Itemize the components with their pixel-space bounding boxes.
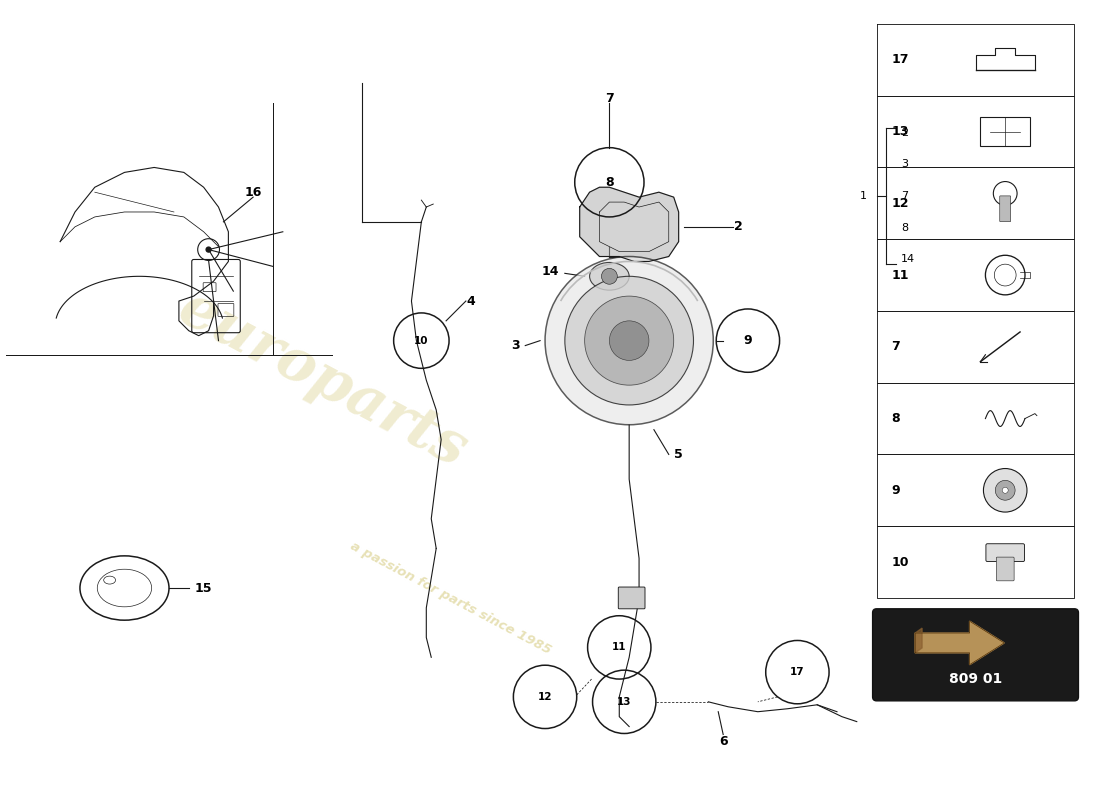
- Text: 6: 6: [719, 735, 727, 748]
- Text: 17: 17: [790, 667, 805, 677]
- Text: 8: 8: [891, 412, 900, 425]
- Text: a passion for parts since 1985: a passion for parts since 1985: [349, 539, 553, 657]
- Text: 11: 11: [612, 642, 627, 652]
- Text: 3: 3: [512, 339, 519, 352]
- Circle shape: [996, 481, 1015, 500]
- Circle shape: [602, 268, 617, 284]
- Text: 10: 10: [414, 336, 429, 346]
- FancyBboxPatch shape: [618, 587, 645, 609]
- Ellipse shape: [590, 262, 629, 290]
- Text: 4: 4: [466, 294, 475, 307]
- FancyBboxPatch shape: [986, 544, 1024, 562]
- Text: 9: 9: [744, 334, 752, 347]
- Text: 3: 3: [901, 159, 909, 170]
- Text: 5: 5: [674, 448, 683, 461]
- Text: 12: 12: [891, 197, 909, 210]
- Circle shape: [584, 296, 673, 385]
- FancyBboxPatch shape: [872, 609, 1078, 701]
- Circle shape: [1002, 487, 1009, 494]
- Polygon shape: [915, 621, 1004, 665]
- Text: 14: 14: [901, 254, 915, 265]
- Text: 11: 11: [891, 269, 909, 282]
- Text: 17: 17: [891, 54, 909, 66]
- Circle shape: [546, 257, 713, 425]
- Circle shape: [983, 469, 1027, 512]
- Polygon shape: [915, 628, 922, 653]
- Text: europarts: europarts: [168, 281, 476, 480]
- Text: 9: 9: [891, 484, 900, 497]
- Text: 1: 1: [860, 191, 867, 201]
- Text: 2: 2: [901, 128, 909, 138]
- Text: 13: 13: [891, 125, 909, 138]
- Text: 7: 7: [605, 92, 614, 105]
- Text: 7: 7: [891, 340, 900, 354]
- Text: 2: 2: [734, 220, 742, 234]
- Text: 10: 10: [891, 555, 909, 569]
- FancyBboxPatch shape: [1000, 196, 1011, 222]
- Text: 15: 15: [195, 582, 212, 594]
- Text: 16: 16: [244, 186, 262, 198]
- Text: 14: 14: [541, 265, 559, 278]
- Text: 809 01: 809 01: [949, 672, 1002, 686]
- Text: 7: 7: [901, 191, 909, 201]
- Text: 12: 12: [538, 692, 552, 702]
- Circle shape: [206, 247, 211, 252]
- FancyBboxPatch shape: [997, 557, 1014, 581]
- Circle shape: [609, 321, 649, 361]
- Text: 8: 8: [605, 176, 614, 189]
- Text: 13: 13: [617, 697, 631, 707]
- Text: 8: 8: [901, 223, 909, 233]
- Polygon shape: [580, 187, 679, 262]
- Circle shape: [564, 276, 693, 405]
